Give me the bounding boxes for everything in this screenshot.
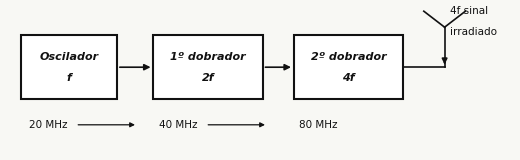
- Text: 1º dobrador: 1º dobrador: [170, 52, 246, 62]
- Text: 2º dobrador: 2º dobrador: [310, 52, 386, 62]
- Text: 4f sinal: 4f sinal: [450, 6, 488, 16]
- Text: Oscilador: Oscilador: [40, 52, 98, 62]
- Text: 40 MHz: 40 MHz: [159, 120, 197, 130]
- Text: 4f: 4f: [342, 73, 355, 83]
- Text: 20 MHz: 20 MHz: [29, 120, 67, 130]
- Text: 2f: 2f: [202, 73, 214, 83]
- Text: irradiado: irradiado: [450, 27, 497, 37]
- Text: 80 MHz: 80 MHz: [299, 120, 337, 130]
- Text: f: f: [67, 73, 71, 83]
- Bar: [153, 35, 263, 99]
- Bar: [21, 35, 117, 99]
- Bar: [294, 35, 403, 99]
